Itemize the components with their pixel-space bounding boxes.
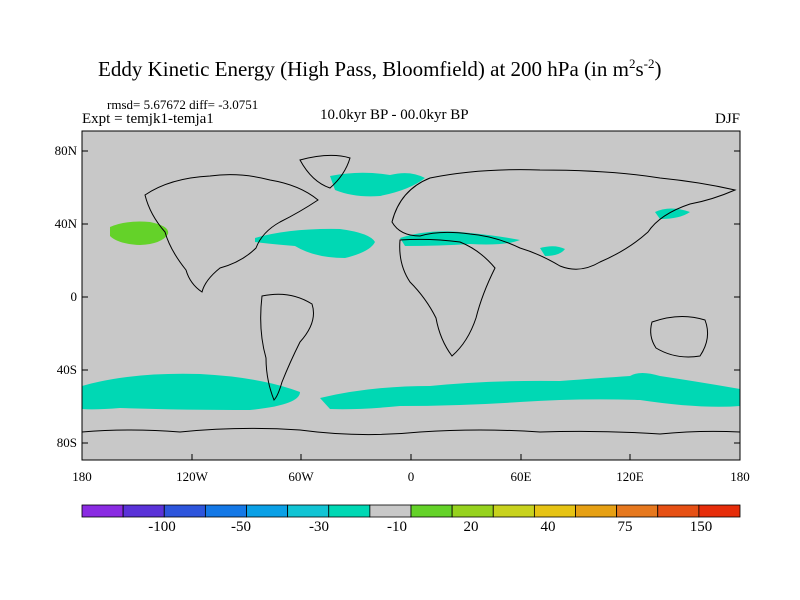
coast-antarctica (81, 427, 741, 436)
colorbar-box (369, 504, 412, 518)
x-tick-label: 120W (176, 469, 208, 484)
coast-north-america (144, 174, 319, 293)
colorbar-box (492, 504, 535, 518)
colorbar-box (287, 504, 330, 518)
colorbar-label: 40 (540, 519, 556, 535)
colorbar-box (246, 504, 289, 518)
colorbar-label: -100 (148, 519, 176, 535)
colorbar-label: -50 (231, 519, 251, 535)
colorbar-box (81, 504, 124, 518)
colorbar-label: -10 (387, 519, 407, 535)
colorbar-label: -30 (309, 519, 329, 535)
region-southern-band-west (82, 373, 300, 410)
x-tick-label: 120E (616, 469, 644, 484)
coast-europe-asia (391, 169, 737, 270)
region-south-asia (540, 246, 565, 256)
colorbar-box (533, 504, 576, 518)
y-tick-label: 0 (70, 289, 78, 304)
colorbar-box (698, 504, 741, 518)
experiment-label: Expt = temjk1-temja1 (82, 111, 214, 127)
y-tick-label: 40S (56, 362, 77, 377)
y-tick-label: 80S (56, 435, 77, 450)
colorbar (81, 504, 741, 518)
colorbar-label: 20 (463, 519, 479, 535)
x-tick-label: 60W (288, 469, 314, 484)
axis-ticks (82, 150, 740, 460)
y-tick-label: 80N (54, 143, 77, 158)
colorbar-label: 150 (689, 519, 713, 535)
coast-australia (650, 316, 709, 358)
region-southern-band-east (320, 373, 740, 410)
colorbar-box (122, 504, 165, 518)
region-north-atlantic (330, 172, 425, 197)
coast-greenland (299, 154, 351, 189)
colorbar-box (575, 504, 618, 518)
period-label: 10.0kyr BP - 00.0kyr BP (320, 107, 469, 123)
anomaly-regions (82, 172, 740, 410)
colorbar-label: 75 (617, 519, 633, 535)
x-tick-label: 0 (407, 469, 415, 484)
region-atlantic-midlat (255, 228, 375, 258)
colorbar-box (328, 504, 371, 518)
colorbar-box (616, 504, 659, 518)
region-mediterranean (400, 231, 520, 246)
y-tick-label: 40N (54, 216, 77, 231)
coast-africa (399, 238, 496, 357)
x-tick-label: 180 (730, 469, 750, 484)
coastlines (81, 154, 741, 436)
rmsd-label: rmsd= 5.67672 diff= -3.0751 (107, 97, 259, 112)
x-tick-label: 60E (510, 469, 532, 484)
colorbar-box (657, 504, 700, 518)
season-label: DJF (714, 111, 740, 127)
colorbar-box (163, 504, 206, 518)
region-pacific-positive (110, 221, 169, 245)
coast-south-america (260, 293, 314, 401)
x-tick-label: 180 (72, 469, 92, 484)
colorbar-box (451, 504, 494, 518)
colorbar-box (410, 504, 453, 518)
map-title: Eddy Kinetic Energy (High Pass, Bloomfie… (98, 56, 662, 81)
colorbar-box (204, 504, 247, 518)
